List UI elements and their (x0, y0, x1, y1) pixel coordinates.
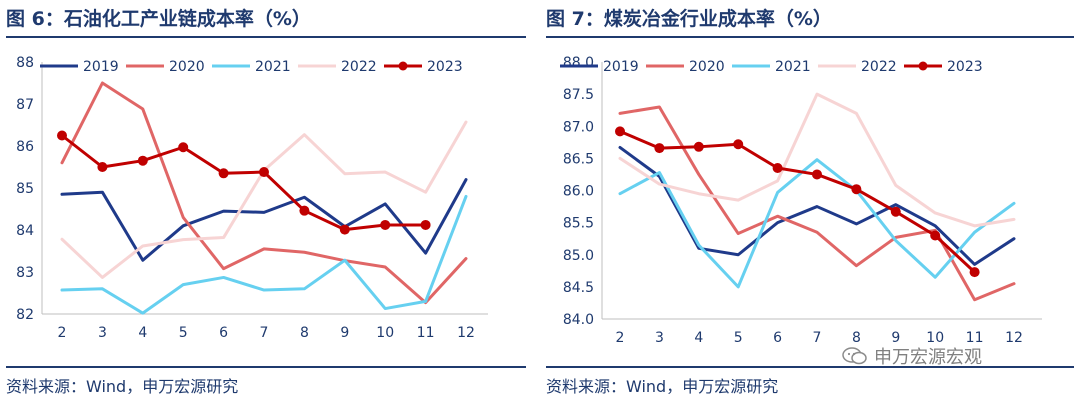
y-tick-label: 84 (16, 223, 34, 239)
x-tick-label: 9 (891, 330, 900, 346)
x-tick-label: 10 (376, 325, 394, 341)
y-tick-label: 85.5 (563, 216, 594, 232)
source-note-right: 资料来源：Wind，申万宏源研究 (546, 377, 779, 396)
data-point-2023 (299, 205, 310, 216)
x-tick-label: 6 (773, 330, 782, 346)
series-line-2021 (618, 158, 1016, 289)
legend-marker-2023 (398, 61, 408, 71)
data-point-2023 (57, 130, 67, 141)
legend-marker-2023 (918, 61, 928, 71)
series-line-2019 (60, 178, 468, 262)
x-tick-label: 10 (926, 330, 944, 346)
line-chart-right: 84.0 84.5 85.0 85.5 86.0 86.5 87.0 87.5 88.0 2 3 4 5… (560, 55, 1042, 346)
legend-label-2021: 2021 (255, 59, 291, 75)
data-point-2023 (420, 219, 431, 230)
data-point-2023 (339, 224, 350, 235)
y-tick-label: 87.0 (563, 119, 594, 135)
x-tick-label: 3 (655, 330, 664, 346)
data-point-2023 (930, 230, 941, 241)
title-rule-left (6, 36, 526, 38)
legend-label-2019: 2019 (603, 59, 639, 75)
legend-label-2022: 2022 (341, 59, 377, 75)
x-tick-label: 2 (58, 325, 67, 341)
chart-title-left: 图 6：石油化工产业链成本率（%） (6, 8, 311, 30)
series-line-2021 (60, 194, 468, 315)
legend-label-2021: 2021 (775, 59, 811, 75)
y-tick-label: 84.5 (563, 280, 594, 296)
y-tick-label: 86 (16, 139, 34, 155)
x-tick-label: 4 (138, 325, 147, 341)
y-tick-label: 82 (16, 307, 34, 323)
x-tick-label: 12 (457, 325, 475, 341)
x-tick-label: 11 (966, 330, 984, 346)
x-tick-label: 8 (300, 325, 309, 341)
x-tick-label: 7 (260, 325, 269, 341)
data-point-2023 (259, 167, 269, 178)
y-tick-label: 86.5 (563, 151, 594, 167)
data-point-2023 (218, 168, 229, 179)
legend-label-2022: 2022 (861, 59, 897, 75)
y-tick-label: 87.5 (563, 87, 594, 103)
data-point-2023 (380, 219, 391, 230)
source-rule-right (546, 366, 1074, 368)
data-point-2023 (178, 142, 189, 153)
wechat-icon (842, 347, 867, 365)
data-point-2023 (733, 139, 744, 150)
data-point-2023 (615, 126, 625, 137)
y-tick-label: 84.0 (563, 312, 594, 328)
watermark-text: 申万宏源宏观 (874, 347, 982, 368)
series-line-2023 (618, 129, 977, 274)
y-tick-label: 87 (16, 97, 34, 113)
source-note-left: 资料来源：Wind，申万宏源研究 (6, 377, 239, 396)
data-point-2023 (890, 206, 901, 217)
legend-label-2023: 2023 (947, 59, 983, 75)
series-line-2019 (618, 145, 1016, 266)
data-point-2023 (969, 267, 980, 278)
x-tick-label: 6 (219, 325, 228, 341)
x-tick-label: 12 (1005, 330, 1023, 346)
series-line-2020 (618, 105, 1016, 302)
data-point-2023 (851, 184, 862, 195)
y-tick-label: 83 (16, 265, 34, 281)
watermark: 申万宏源宏观 (842, 343, 982, 369)
series-line-2022 (618, 92, 1016, 228)
data-point-2023 (812, 169, 822, 180)
legend-label-2020: 2020 (169, 59, 205, 75)
x-tick-label: 7 (813, 330, 822, 346)
legend-label-2020: 2020 (689, 59, 725, 75)
y-tick-label: 88 (16, 55, 34, 71)
series-line-2020 (60, 81, 468, 305)
x-tick-label: 4 (694, 330, 703, 346)
y-tick-label: 85 (16, 181, 34, 197)
y-tick-label: 86.0 (563, 184, 594, 200)
series-line-2023 (60, 134, 428, 232)
data-point-2023 (772, 163, 783, 174)
line-chart-left: 82 83 84 85 86 87 88 2 3 4 5 6 7 8 9 10 11 12 2019 2020 2021… (16, 55, 488, 341)
x-tick-label: 2 (616, 330, 625, 346)
source-rule-left (6, 366, 526, 368)
x-tick-label: 3 (98, 325, 107, 341)
data-point-2023 (137, 155, 148, 166)
data-point-2023 (654, 143, 665, 154)
x-tick-label: 8 (852, 330, 861, 346)
x-tick-label: 5 (179, 325, 188, 341)
data-point-2023 (693, 141, 704, 152)
title-rule-right (546, 36, 1074, 38)
y-tick-label: 88.0 (563, 55, 594, 71)
series-line-2022 (60, 120, 468, 279)
x-tick-label: 11 (417, 325, 435, 341)
legend-label-2019: 2019 (83, 59, 119, 75)
x-tick-label: 5 (734, 330, 743, 346)
legend-label-2023: 2023 (427, 59, 463, 75)
data-point-2023 (97, 162, 108, 172)
chart-title-right: 图 7：煤炭冶金行业成本率（%） (546, 8, 832, 30)
x-tick-label: 9 (340, 325, 349, 341)
y-tick-label: 85.0 (563, 248, 594, 264)
